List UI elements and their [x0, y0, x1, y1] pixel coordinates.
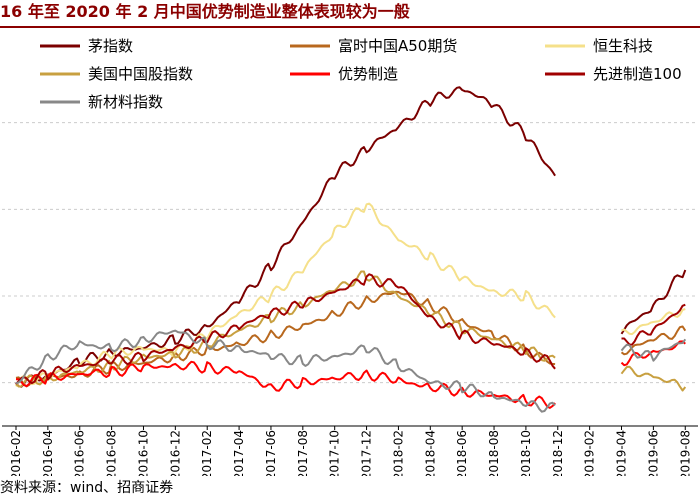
x-tick-label: 2019-02	[583, 430, 597, 476]
source-line: 资料来源：wind、招商证券	[0, 480, 174, 496]
x-tick-label: 2016-08	[105, 430, 119, 476]
legend-label: 先进制造100	[593, 65, 682, 83]
chart-title: 16 年至 2020 年 2 月中国优势制造业整体表现较为一般	[0, 2, 410, 21]
x-tick-label: 2018-12	[551, 430, 565, 476]
x-tick-label: 2016-12	[168, 430, 182, 476]
legend-label: 新材料指数	[88, 93, 163, 111]
x-tick-label: 2019-04	[615, 430, 629, 476]
series-line-2	[15, 202, 686, 387]
series-line-6	[15, 329, 687, 413]
x-tick-label: 2016-04	[41, 430, 55, 476]
x-tick-label: 2019-06	[646, 430, 660, 476]
x-tick-label: 2017-02	[200, 430, 214, 476]
x-tick-label: 2018-10	[519, 430, 533, 476]
x-tick-label: 2018-08	[487, 430, 501, 476]
title-rule	[0, 26, 700, 28]
x-tick-label: 2017-04	[232, 430, 246, 476]
x-tick-label: 2019-08	[678, 430, 692, 476]
x-tick-label: 2016-10	[136, 430, 150, 476]
legend-label: 富时中国A50期货	[338, 37, 457, 55]
x-tick-label: 2017-10	[328, 430, 342, 476]
series-line-3	[15, 270, 687, 392]
series-line-4	[15, 340, 686, 409]
axis-layer: 2016-02 2016-04 2016-06 2016-08 2016-10 2016-…	[2, 425, 698, 476]
x-tick-label: 2018-06	[455, 430, 469, 476]
line-chart: 2016-02 2016-04 2016-06 2016-08 2016-10 2016-…	[2, 37, 698, 476]
series-line-5	[15, 273, 686, 385]
legend-label: 茅指数	[88, 37, 133, 55]
source-text: wind、招商证券	[70, 480, 174, 496]
series-line-0	[15, 86, 687, 388]
x-tick-label: 2018-02	[391, 430, 405, 476]
x-tick-label: 2016-06	[73, 430, 87, 476]
x-tick-label: 2017-12	[360, 430, 374, 476]
legend-label: 恒生科技	[593, 37, 653, 55]
x-tick-label: 2016-02	[9, 430, 23, 476]
legend-label: 优势制造	[338, 65, 398, 83]
x-tick-label: 2017-08	[296, 430, 310, 476]
grid-layer	[2, 122, 698, 384]
legend-label: 美国中国股指数	[88, 65, 193, 83]
series-line-1	[15, 290, 687, 388]
x-tick-label: 2018-04	[423, 430, 437, 476]
series-layer	[15, 86, 687, 413]
x-tick-label: 2017-06	[264, 430, 278, 476]
